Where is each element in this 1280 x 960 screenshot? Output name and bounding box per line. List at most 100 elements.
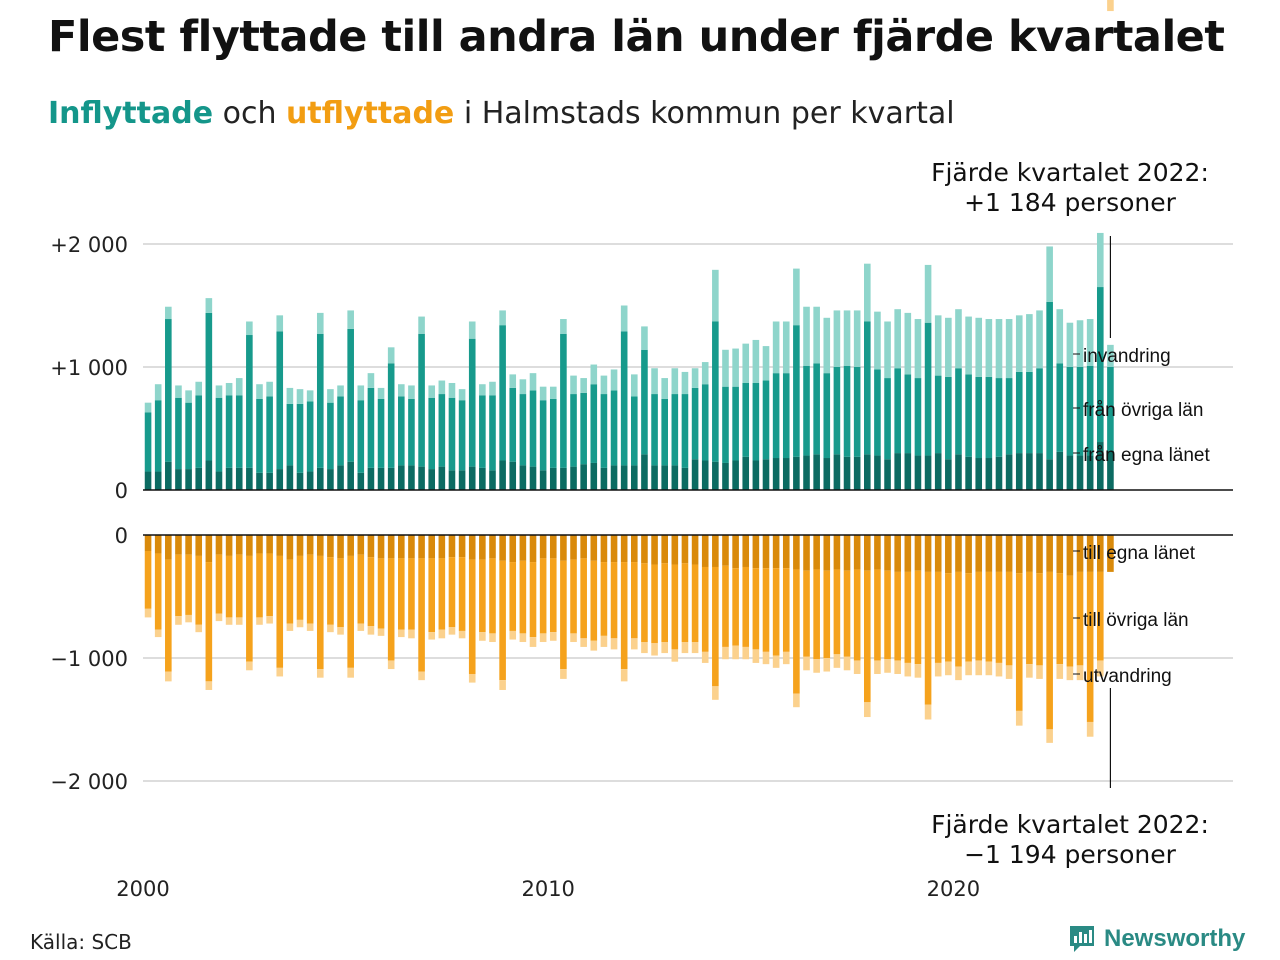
- bar-inflow-2: [144, 402, 152, 413]
- bar-outflow-2: [570, 633, 577, 643]
- bar-outflow-2: [1046, 729, 1053, 743]
- bar-inflow-1: [782, 373, 790, 459]
- bar-outflow-1: [458, 557, 466, 631]
- bar-outflow-1: [266, 553, 273, 617]
- bar-inflow-0: [712, 461, 719, 490]
- bar-inflow-2: [529, 373, 537, 391]
- bar-outflow-2: [874, 660, 881, 674]
- bar-inflow-1: [316, 333, 324, 468]
- bar-inflow-1: [327, 402, 334, 470]
- bar-outflow-1: [165, 559, 172, 672]
- bar-outflow-0: [985, 535, 993, 572]
- bar-outflow-2: [529, 637, 537, 647]
- bar-inflow-0: [1026, 453, 1033, 490]
- bar-outflow-1: [438, 558, 446, 630]
- bar-inflow-1: [468, 338, 476, 467]
- bar-outflow-0: [590, 535, 598, 561]
- bar-inflow-1: [894, 368, 901, 454]
- bar-outflow-0: [1066, 535, 1074, 576]
- bar-inflow-1: [1076, 367, 1084, 456]
- bar-inflow-1: [1036, 368, 1043, 454]
- bar-outflow-2: [803, 656, 810, 671]
- bar-inflow-0: [965, 456, 972, 490]
- bar-outflow-0: [286, 535, 294, 560]
- bar-inflow-0: [438, 466, 446, 490]
- bar-inflow-1: [1015, 371, 1023, 454]
- bar-inflow-1: [945, 376, 952, 460]
- bar-inflow-0: [529, 466, 537, 490]
- bar-outflow-0: [195, 535, 203, 556]
- bar-inflow-2: [266, 381, 273, 397]
- bar-outflow-2: [327, 624, 334, 633]
- bar-outflow-1: [975, 571, 983, 661]
- bar-inflow-2: [195, 381, 203, 396]
- bar-inflow-1: [691, 387, 699, 460]
- bar-outflow-0: [215, 535, 223, 555]
- bar-inflow-0: [458, 470, 466, 490]
- bar-inflow-2: [671, 368, 679, 395]
- bar-inflow-2: [914, 319, 922, 379]
- bar-inflow-2: [468, 321, 476, 339]
- bar-inflow-1: [367, 387, 375, 468]
- bar-inflow-0: [610, 465, 618, 490]
- legend-outflow-label: till övriga län: [1083, 610, 1189, 631]
- bar-outflow-2: [995, 662, 1003, 677]
- bar-inflow-1: [438, 394, 446, 467]
- bar-inflow-1: [479, 395, 486, 468]
- subtitle-rest: i Halmstads kommun per kvartal: [463, 96, 955, 131]
- legend-inflow-label: invandring: [1083, 346, 1171, 367]
- bar-inflow-0: [286, 465, 294, 490]
- bar-outflow-2: [985, 661, 993, 676]
- bar-outflow-0: [651, 535, 658, 565]
- bar-outflow-1: [641, 563, 648, 643]
- bar-outflow-0: [1076, 535, 1084, 572]
- bar-inflow-2: [235, 378, 243, 396]
- bar-inflow-2: [560, 319, 567, 334]
- bar-inflow-0: [631, 465, 638, 490]
- bar-outflow-1: [955, 571, 962, 667]
- bar-outflow-2: [580, 638, 587, 647]
- bar-inflow-1: [813, 363, 820, 455]
- bar-inflow-2: [681, 371, 689, 395]
- bar-outflow-2: [215, 613, 223, 622]
- bar-inflow-0: [914, 455, 922, 490]
- bar-outflow-2: [539, 633, 547, 643]
- bar-outflow-2: [1056, 664, 1064, 679]
- bar-outflow-0: [894, 535, 901, 572]
- bar-inflow-1: [955, 368, 962, 455]
- bar-inflow-2: [752, 339, 760, 383]
- bar-inflow-1: [144, 412, 152, 472]
- bar-inflow-1: [924, 322, 932, 456]
- bar-inflow-2: [499, 310, 506, 326]
- bar-outflow-2: [266, 616, 273, 624]
- bar-outflow-1: [712, 566, 719, 687]
- y-tick-label: +2 000: [50, 233, 128, 257]
- bar-outflow-0: [864, 535, 871, 571]
- x-tick-label: 2000: [116, 877, 169, 901]
- bar-outflow-2: [934, 662, 942, 677]
- bar-outflow-0: [934, 535, 942, 572]
- newsworthy-icon: [1070, 926, 1094, 952]
- bar-outflow-0: [225, 535, 233, 556]
- bar-inflow-2: [843, 310, 851, 366]
- bar-outflow-0: [853, 535, 861, 570]
- bar-outflow-1: [610, 562, 618, 639]
- bar-inflow-2: [651, 368, 658, 395]
- bar-outflow-2: [276, 667, 284, 677]
- bar-outflow-1: [995, 571, 1003, 663]
- bar-inflow-1: [631, 396, 638, 466]
- bar-inflow-1: [1086, 365, 1094, 456]
- bar-inflow-0: [742, 456, 750, 490]
- bar-inflow-2: [995, 319, 1003, 379]
- bar-outflow-1: [570, 559, 577, 634]
- bar-inflow-1: [823, 373, 831, 459]
- bar-outflow-1: [1015, 573, 1023, 711]
- y-tick-label: −1 000: [50, 647, 128, 671]
- bar-outflow-0: [448, 535, 456, 558]
- bar-outflow-2: [732, 645, 739, 660]
- bar-inflow-1: [154, 400, 162, 472]
- bar-outflow-0: [529, 535, 537, 563]
- bar-outflow-1: [833, 569, 841, 655]
- bar-outflow-0: [296, 535, 304, 556]
- bar-inflow-0: [722, 462, 729, 490]
